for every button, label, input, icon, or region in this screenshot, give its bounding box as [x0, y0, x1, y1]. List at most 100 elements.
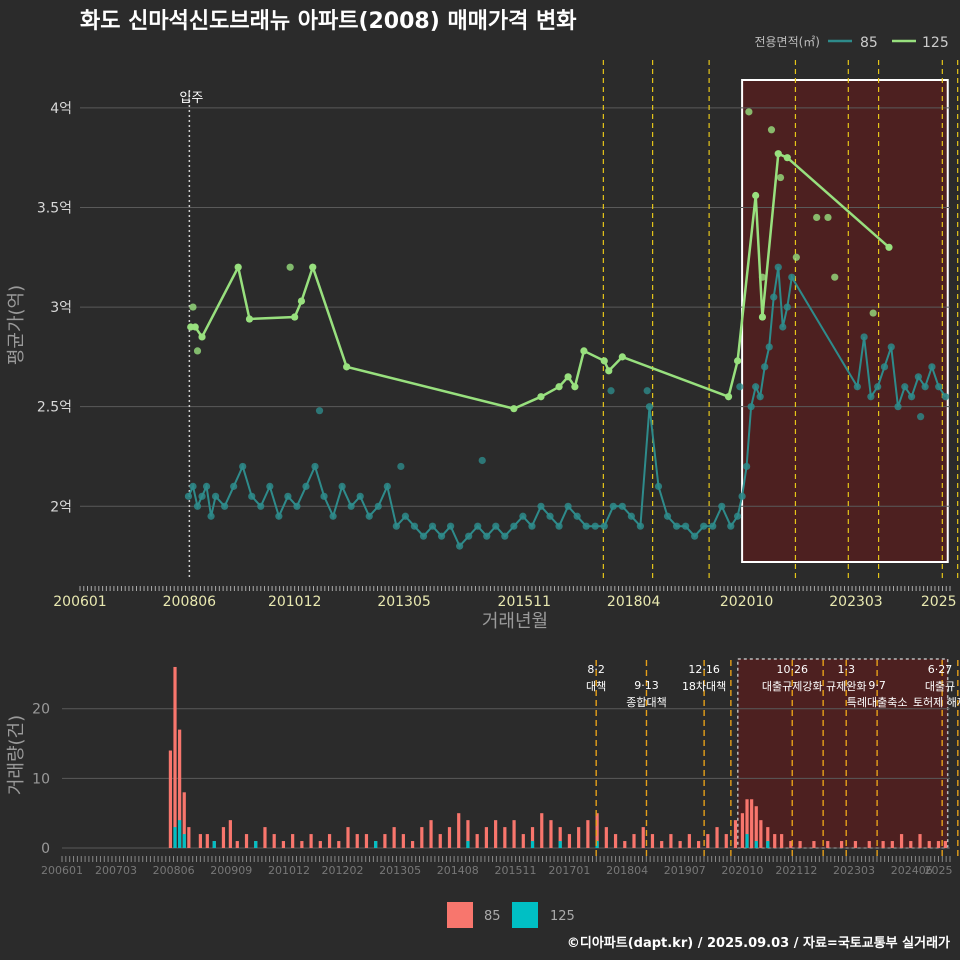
extra-point: [643, 387, 651, 395]
volume-bar-85: [678, 841, 682, 848]
series-85-point: [573, 512, 581, 520]
series-85-point: [921, 383, 929, 391]
series-85-point: [880, 363, 889, 371]
series-125-point: [600, 357, 608, 365]
volume-x-tick-5: 201202: [321, 864, 363, 877]
volume-bar-85: [494, 820, 498, 848]
volume-bar-85: [198, 834, 202, 848]
main-x-axis-title: 거래년월: [482, 611, 548, 632]
series-85-point: [198, 492, 206, 500]
volume-bar-85: [706, 834, 710, 848]
series-85-point: [663, 512, 672, 520]
series-85-point: [779, 323, 787, 331]
series-85-point: [582, 522, 590, 530]
legend-bottom: 85 125: [447, 902, 575, 928]
volume-bar-85: [696, 841, 701, 848]
series-125-point: [758, 313, 767, 321]
series-85-point: [392, 522, 400, 530]
series-125-point: [555, 383, 563, 391]
extra-point: [824, 213, 832, 222]
volume-x-tick-14: 202303: [833, 864, 875, 877]
volume-bar-85: [182, 792, 186, 848]
volume-bar-85: [178, 729, 182, 848]
legend-85-label: 85: [860, 35, 878, 51]
volume-bar-85: [392, 827, 396, 848]
x-tick-label-2: 201012: [268, 594, 321, 610]
series-85-point: [928, 363, 936, 371]
volume-bar-125: [530, 841, 535, 848]
extra-point: [736, 383, 744, 391]
volume-bar-85: [936, 841, 941, 848]
volume-bar-85: [715, 827, 719, 848]
volume-bar-85: [899, 834, 904, 848]
volume-bar-85: [669, 834, 673, 848]
series-85-point: [437, 532, 446, 540]
series-125-point: [774, 150, 782, 158]
series-125-point: [245, 315, 254, 323]
series-85-point: [257, 502, 265, 510]
series-85-point: [329, 512, 337, 520]
series-85-point: [211, 492, 220, 500]
legend-top: 전용면적(㎡) 85 125: [754, 35, 948, 51]
policy-date-2: 12·16: [688, 663, 720, 676]
volume-bar-85: [503, 827, 507, 848]
volume-bar-85: [401, 834, 405, 848]
volume-bar-85: [272, 834, 276, 848]
series-125-point: [783, 154, 791, 162]
volume-bar-85: [927, 841, 931, 848]
x-tick-label-3: 201305: [377, 594, 430, 610]
volume-bar-85: [346, 827, 350, 848]
volume-bar-125: [212, 841, 216, 848]
series-125-point: [885, 243, 893, 251]
series-85-point: [636, 522, 645, 530]
extra-point: [831, 273, 839, 281]
series-85-point: [193, 502, 202, 510]
series-125-point: [510, 405, 518, 413]
volume-policy-lines: 8·2 대책 9·13 종합대책 12·16 18차대책 10·26 대출규제강화 1·3 규제완…: [586, 660, 960, 858]
series-85-point: [446, 522, 455, 530]
legend-bottom-125-swatch: [512, 902, 538, 928]
volume-x-tick-1: 200703: [95, 864, 137, 877]
volume-x-tick-0: 200601: [41, 864, 83, 877]
series-125-point: [618, 353, 626, 361]
series-85-point: [894, 403, 902, 411]
series-125-point: [537, 393, 545, 401]
series-85-point: [555, 522, 563, 530]
series-85-point: [275, 512, 283, 520]
volume-bar-85: [943, 841, 947, 848]
series-85-point: [365, 512, 373, 520]
extra-point: [286, 263, 294, 271]
volume-bar-85: [853, 841, 858, 848]
volume-bar-85: [740, 813, 745, 848]
series-85-point: [311, 462, 319, 471]
volume-bar-85: [235, 841, 239, 848]
volume-bar-125: [178, 820, 182, 848]
volume-bar-85: [766, 827, 770, 848]
series-125-point: [291, 313, 299, 321]
volume-bar-85: [586, 820, 590, 848]
y-tick-label-1: 2.5억: [37, 400, 72, 416]
volume-x-tick-16: 2025: [924, 864, 952, 877]
series-85-point: [874, 383, 882, 391]
series-85-point: [356, 492, 364, 500]
volume-x-tick-7: 201408: [437, 864, 479, 877]
volume-bar-85: [604, 827, 608, 848]
volume-bar-85: [205, 834, 209, 848]
series-85-point: [743, 462, 751, 471]
volume-bar-125: [254, 841, 258, 848]
volume-bar-85: [512, 820, 516, 848]
volume-bar-85: [881, 841, 885, 848]
series-85-point: [239, 462, 247, 471]
policy-date-6: 1·3: [837, 663, 855, 676]
volume-bar-85: [429, 820, 433, 848]
move-in-marker: 입주: [179, 90, 203, 580]
volume-bar-125: [466, 841, 470, 848]
volume-bar-85: [420, 827, 424, 848]
series-125-point: [309, 263, 317, 271]
series-85-point: [907, 393, 916, 401]
series-85-point: [860, 333, 868, 341]
policy-name-8: 대출규: [925, 680, 955, 693]
extra-point: [767, 126, 776, 134]
series-85-point: [627, 512, 635, 520]
volume-highlight-fill: [737, 659, 948, 848]
